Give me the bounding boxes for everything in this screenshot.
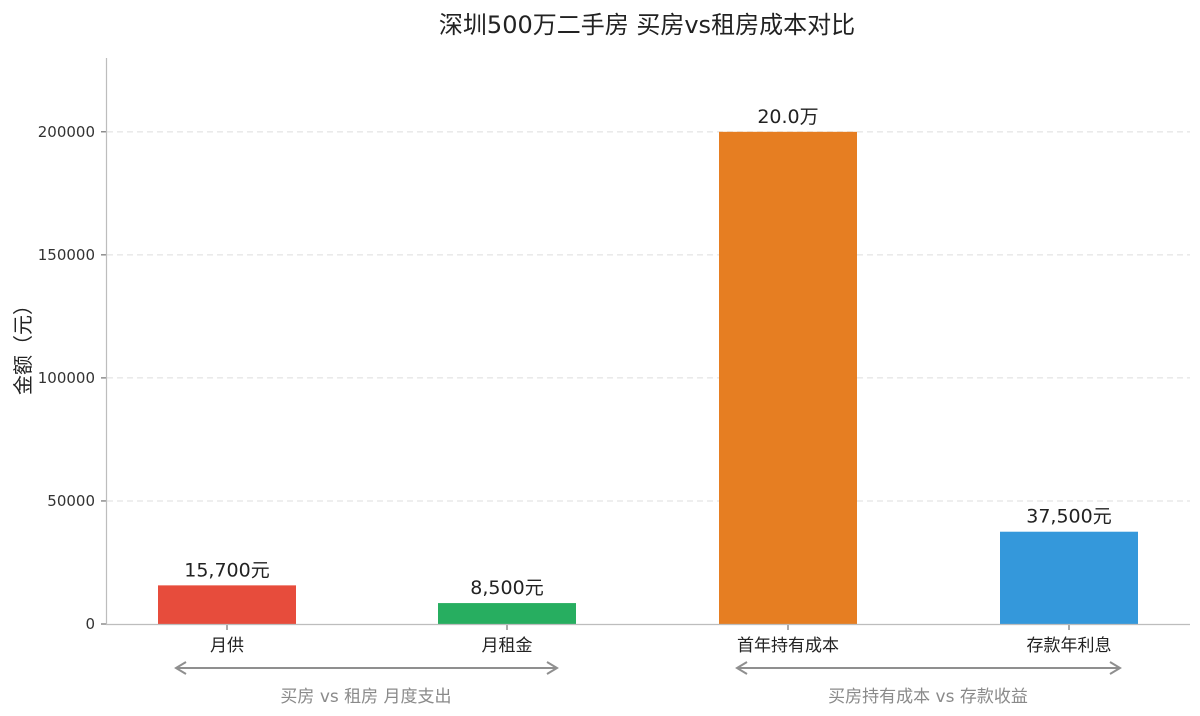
chart-title: 深圳500万二手房 买房vs租房成本对比 <box>439 11 855 39</box>
bar <box>1000 531 1138 624</box>
y-tick-label: 100000 <box>38 369 95 387</box>
bar <box>719 131 857 624</box>
y-tick-label: 50000 <box>47 492 95 510</box>
group-label-annual: 买房持有成本 vs 存款收益 <box>828 687 1028 707</box>
data-label: 37,500元 <box>1026 506 1111 528</box>
group-label-monthly: 买房 vs 租房 月度支出 <box>280 687 451 707</box>
x-tick-label: 首年持有成本 <box>737 636 839 656</box>
group-arrow-annual <box>735 661 1122 675</box>
x-tick-label: 月租金 <box>482 636 533 656</box>
y-axis-ticks: 0 50000 100000 150000 200000 <box>38 123 106 633</box>
x-tick-label: 月供 <box>210 636 244 656</box>
bars <box>158 131 1138 624</box>
x-axis-tick-labels: 月供 月租金 首年持有成本 存款年利息 <box>210 625 1112 656</box>
data-label: 8,500元 <box>470 577 543 599</box>
x-tick-label: 存款年利息 <box>1027 636 1112 656</box>
y-axis-label: 金额（元） <box>11 295 35 395</box>
grid-lines <box>107 131 1190 502</box>
data-label: 20.0万 <box>757 106 818 128</box>
data-labels: 15,700元 8,500元 20.0万 37,500元 <box>184 106 1111 599</box>
group-arrow-monthly <box>174 661 559 675</box>
bar <box>438 603 576 624</box>
data-label: 15,700元 <box>184 559 269 581</box>
bar <box>158 585 296 624</box>
y-tick-label: 200000 <box>38 123 95 141</box>
y-tick-label: 0 <box>85 615 95 633</box>
y-tick-label: 150000 <box>38 246 95 264</box>
